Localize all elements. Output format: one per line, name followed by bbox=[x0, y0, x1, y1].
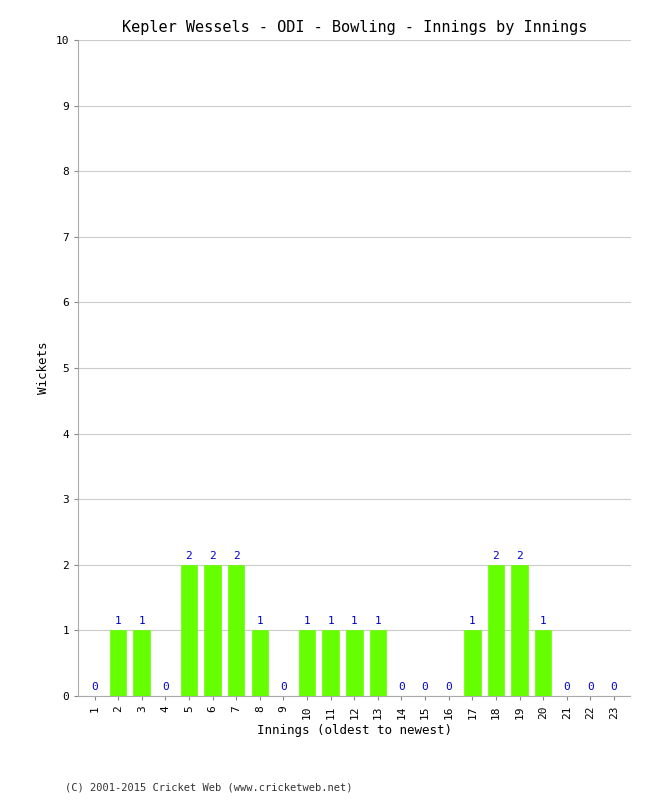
Text: 1: 1 bbox=[257, 617, 263, 626]
Text: 1: 1 bbox=[115, 617, 122, 626]
Text: 2: 2 bbox=[209, 551, 216, 561]
Text: 0: 0 bbox=[398, 682, 405, 692]
Bar bbox=[370, 630, 386, 696]
Bar bbox=[204, 565, 221, 696]
Bar bbox=[535, 630, 551, 696]
Text: 1: 1 bbox=[351, 617, 358, 626]
Text: 1: 1 bbox=[540, 617, 547, 626]
Text: 1: 1 bbox=[138, 617, 145, 626]
Y-axis label: Wickets: Wickets bbox=[37, 342, 50, 394]
Bar bbox=[512, 565, 528, 696]
Bar bbox=[464, 630, 480, 696]
Bar bbox=[133, 630, 150, 696]
Bar bbox=[228, 565, 244, 696]
Bar bbox=[299, 630, 315, 696]
Bar bbox=[346, 630, 363, 696]
Bar bbox=[181, 565, 197, 696]
Text: 1: 1 bbox=[374, 617, 382, 626]
Text: 1: 1 bbox=[327, 617, 334, 626]
X-axis label: Innings (oldest to newest): Innings (oldest to newest) bbox=[257, 724, 452, 737]
Text: 2: 2 bbox=[186, 551, 192, 561]
Text: 0: 0 bbox=[564, 682, 570, 692]
Text: 0: 0 bbox=[91, 682, 98, 692]
Text: (C) 2001-2015 Cricket Web (www.cricketweb.net): (C) 2001-2015 Cricket Web (www.cricketwe… bbox=[65, 782, 352, 792]
Text: 2: 2 bbox=[493, 551, 499, 561]
Bar bbox=[252, 630, 268, 696]
Bar bbox=[322, 630, 339, 696]
Text: 1: 1 bbox=[304, 617, 311, 626]
Text: 0: 0 bbox=[162, 682, 169, 692]
Text: 1: 1 bbox=[469, 617, 476, 626]
Title: Kepler Wessels - ODI - Bowling - Innings by Innings: Kepler Wessels - ODI - Bowling - Innings… bbox=[122, 20, 587, 34]
Text: 0: 0 bbox=[422, 682, 428, 692]
Text: 0: 0 bbox=[587, 682, 593, 692]
Text: 2: 2 bbox=[516, 551, 523, 561]
Text: 0: 0 bbox=[610, 682, 617, 692]
Text: 0: 0 bbox=[280, 682, 287, 692]
Text: 2: 2 bbox=[233, 551, 240, 561]
Bar bbox=[488, 565, 504, 696]
Text: 0: 0 bbox=[445, 682, 452, 692]
Bar bbox=[110, 630, 126, 696]
